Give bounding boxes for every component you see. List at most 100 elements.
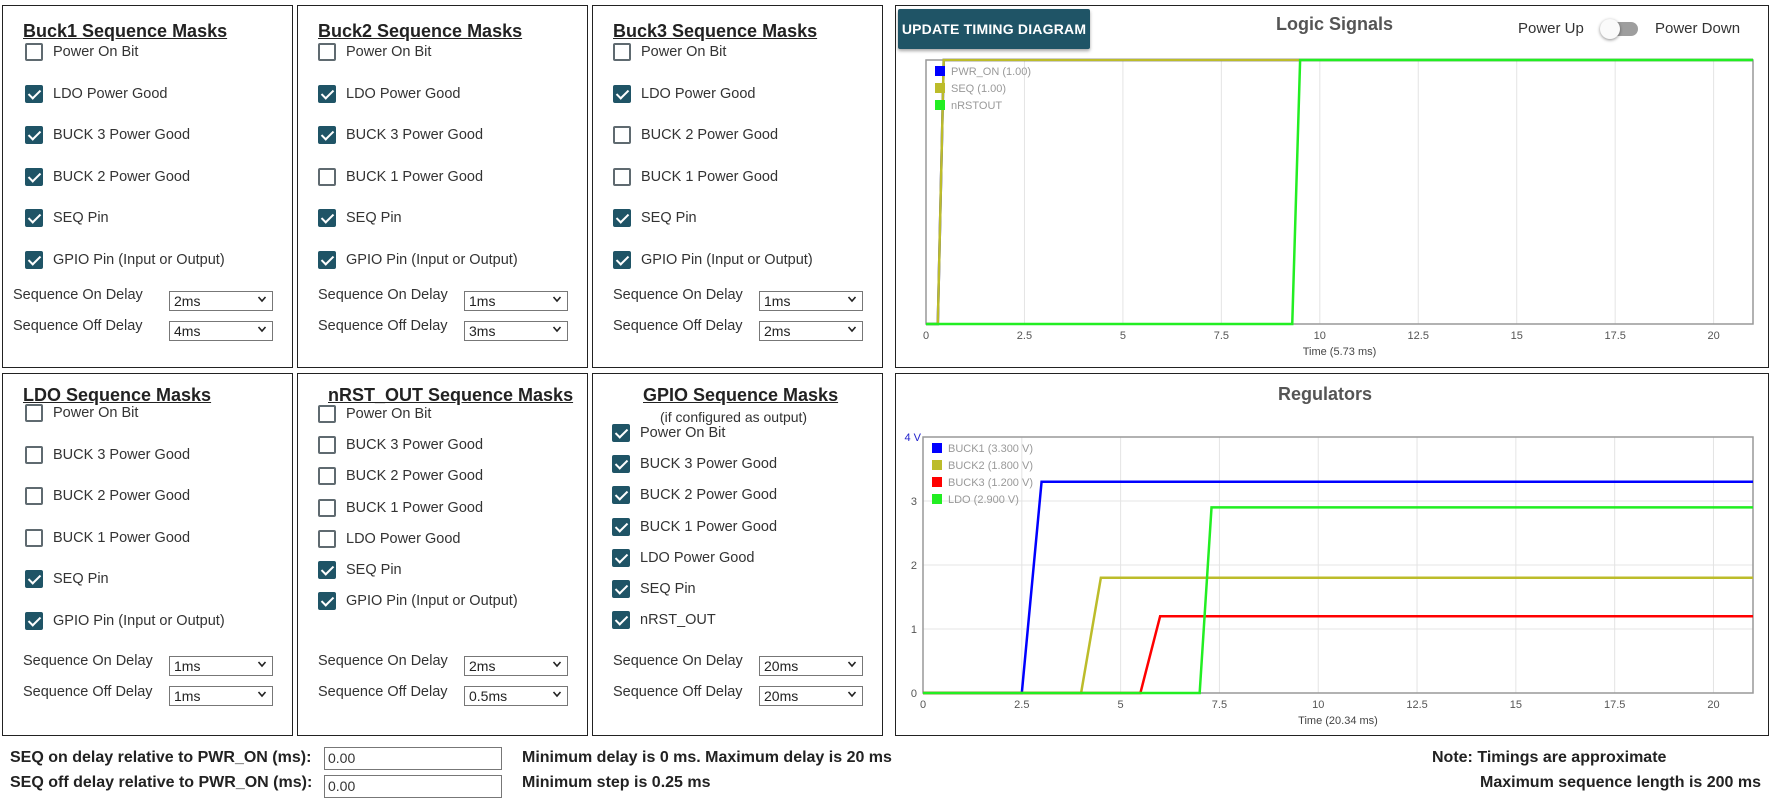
- sequence-on-delay-select[interactable]: 1ms: [464, 291, 568, 311]
- checkbox[interactable]: [318, 529, 336, 548]
- buck2-mask-row[interactable]: SEQ Pin: [318, 207, 402, 229]
- buck3-mask-row[interactable]: BUCK 2 Power Good: [613, 124, 778, 146]
- checkbox[interactable]: [25, 84, 43, 103]
- power-direction-toggle[interactable]: [1600, 19, 1638, 39]
- checkbox[interactable]: [612, 455, 630, 474]
- checkbox[interactable]: [25, 250, 43, 269]
- checkbox[interactable]: [318, 43, 336, 61]
- checkbox[interactable]: [25, 528, 43, 547]
- buck2-mask-row[interactable]: BUCK 1 Power Good: [318, 166, 483, 188]
- buck1-mask-row[interactable]: BUCK 3 Power Good: [25, 124, 190, 146]
- gpio-mask-row[interactable]: BUCK 1 Power Good: [612, 516, 777, 538]
- gpio-mask-row[interactable]: BUCK 2 Power Good: [612, 484, 777, 506]
- sequence-off-delay-select[interactable]: 3ms: [464, 321, 568, 341]
- checkbox[interactable]: [318, 84, 336, 103]
- sequence-off-delay-select[interactable]: 4ms: [169, 321, 273, 341]
- seq-off-delay-input[interactable]: 0.00: [324, 775, 502, 798]
- buck3-mask-row[interactable]: SEQ Pin: [613, 207, 697, 229]
- checkbox[interactable]: [612, 486, 630, 505]
- checkbox[interactable]: [318, 209, 336, 227]
- sequence-on-delay-select[interactable]: 1ms: [759, 291, 863, 311]
- sequence-on-delay-select[interactable]: 2ms: [464, 656, 568, 676]
- buck3-mask-row[interactable]: GPIO Pin (Input or Output): [613, 249, 813, 271]
- checkbox[interactable]: [612, 611, 630, 630]
- ldo-mask-row[interactable]: Power On Bit: [25, 402, 138, 424]
- checkbox[interactable]: [612, 548, 630, 567]
- checkbox[interactable]: [318, 436, 336, 455]
- checkbox[interactable]: [318, 405, 336, 423]
- sequence-on-delay-select[interactable]: 1ms: [169, 656, 273, 676]
- checkbox[interactable]: [613, 126, 631, 144]
- sequence-off-delay-select[interactable]: 1ms: [169, 686, 273, 706]
- checkbox[interactable]: [25, 404, 43, 422]
- update-timing-diagram-button[interactable]: UPDATE TIMING DIAGRAM: [898, 9, 1090, 49]
- buck1-mask-row[interactable]: GPIO Pin (Input or Output): [25, 249, 225, 271]
- nrst-mask-row[interactable]: BUCK 1 Power Good: [318, 497, 483, 519]
- buck2-mask-row[interactable]: LDO Power Good: [318, 83, 460, 105]
- seq-on-delay-input[interactable]: 0.00: [324, 747, 502, 770]
- ldo-mask-row[interactable]: GPIO Pin (Input or Output): [25, 610, 225, 632]
- ldo-mask-row[interactable]: BUCK 1 Power Good: [25, 527, 190, 549]
- x-tick-label: 17.5: [1604, 330, 1625, 342]
- checkbox-label: BUCK 1 Power Good: [53, 529, 191, 546]
- sequence-off-delay-select[interactable]: 2ms: [759, 321, 863, 341]
- buck3-mask-row[interactable]: LDO Power Good: [613, 83, 755, 105]
- checkbox[interactable]: [612, 580, 630, 598]
- checkbox[interactable]: [25, 570, 43, 588]
- checkbox[interactable]: [318, 167, 336, 186]
- buck3-mask-row[interactable]: BUCK 1 Power Good: [613, 166, 778, 188]
- buck1-mask-row[interactable]: BUCK 2 Power Good: [25, 166, 190, 188]
- checkbox[interactable]: [612, 424, 630, 442]
- checkbox[interactable]: [613, 250, 631, 269]
- gpio-mask-row[interactable]: nRST_OUT: [612, 609, 716, 631]
- nrst-mask-row[interactable]: LDO Power Good: [318, 528, 460, 550]
- nrst-mask-row[interactable]: BUCK 3 Power Good: [318, 434, 483, 456]
- checkbox[interactable]: [25, 126, 43, 144]
- buck1-mask-row[interactable]: Power On Bit: [25, 41, 138, 63]
- checkbox-label: LDO Power Good: [640, 549, 755, 566]
- checkbox[interactable]: [613, 167, 631, 186]
- checkbox[interactable]: [318, 467, 336, 486]
- buck2-mask-row[interactable]: BUCK 3 Power Good: [318, 124, 483, 146]
- gpio-mask-row[interactable]: BUCK 3 Power Good: [612, 453, 777, 475]
- checkbox[interactable]: [318, 561, 336, 579]
- checkbox[interactable]: [25, 445, 43, 464]
- sequence-on-delay-select[interactable]: 20ms: [759, 656, 863, 676]
- checkbox[interactable]: [25, 167, 43, 186]
- buck1-mask-row[interactable]: SEQ Pin: [25, 207, 109, 229]
- checkbox-label: GPIO Pin (Input or Output): [53, 612, 225, 629]
- buck3-mask-row[interactable]: Power On Bit: [613, 41, 726, 63]
- ldo-mask-row[interactable]: BUCK 2 Power Good: [25, 485, 190, 507]
- nrst-mask-row[interactable]: BUCK 2 Power Good: [318, 465, 483, 487]
- checkbox[interactable]: [318, 498, 336, 517]
- gpio-mask-row[interactable]: SEQ Pin: [612, 578, 696, 600]
- sequence-on-delay-select[interactable]: 2ms: [169, 291, 273, 311]
- buck2-mask-row[interactable]: Power On Bit: [318, 41, 431, 63]
- sequence-off-delay-select[interactable]: 0.5ms: [464, 686, 568, 706]
- checkbox[interactable]: [25, 611, 43, 630]
- checkbox[interactable]: [613, 209, 631, 227]
- ldo-mask-row[interactable]: BUCK 3 Power Good: [25, 444, 190, 466]
- toggle-knob[interactable]: [1600, 19, 1620, 39]
- checkbox[interactable]: [25, 487, 43, 505]
- gpio-mask-row[interactable]: LDO Power Good: [612, 547, 754, 569]
- checkbox[interactable]: [25, 43, 43, 61]
- nrst-mask-row[interactable]: Power On Bit: [318, 403, 431, 425]
- buck2-mask-row[interactable]: GPIO Pin (Input or Output): [318, 249, 518, 271]
- nrst-mask-row[interactable]: GPIO Pin (Input or Output): [318, 590, 518, 612]
- checkbox[interactable]: [612, 517, 630, 536]
- checkbox[interactable]: [25, 209, 43, 227]
- checkbox[interactable]: [613, 84, 631, 103]
- ldo-mask-row[interactable]: SEQ Pin: [25, 568, 109, 590]
- nrst-mask-row[interactable]: SEQ Pin: [318, 559, 402, 581]
- checkbox[interactable]: [318, 592, 336, 611]
- gpio-mask-row[interactable]: Power On Bit: [612, 422, 725, 444]
- checkbox[interactable]: [318, 126, 336, 144]
- buck1-panel-title: Buck1 Sequence Masks: [23, 21, 228, 41]
- checkbox[interactable]: [613, 43, 631, 61]
- sequence-off-delay-select[interactable]: 20ms: [759, 686, 863, 706]
- buck1-mask-row[interactable]: LDO Power Good: [25, 83, 167, 105]
- checkbox[interactable]: [318, 250, 336, 269]
- series-line-3: [923, 506, 1753, 695]
- select-value: 3ms: [469, 323, 496, 339]
